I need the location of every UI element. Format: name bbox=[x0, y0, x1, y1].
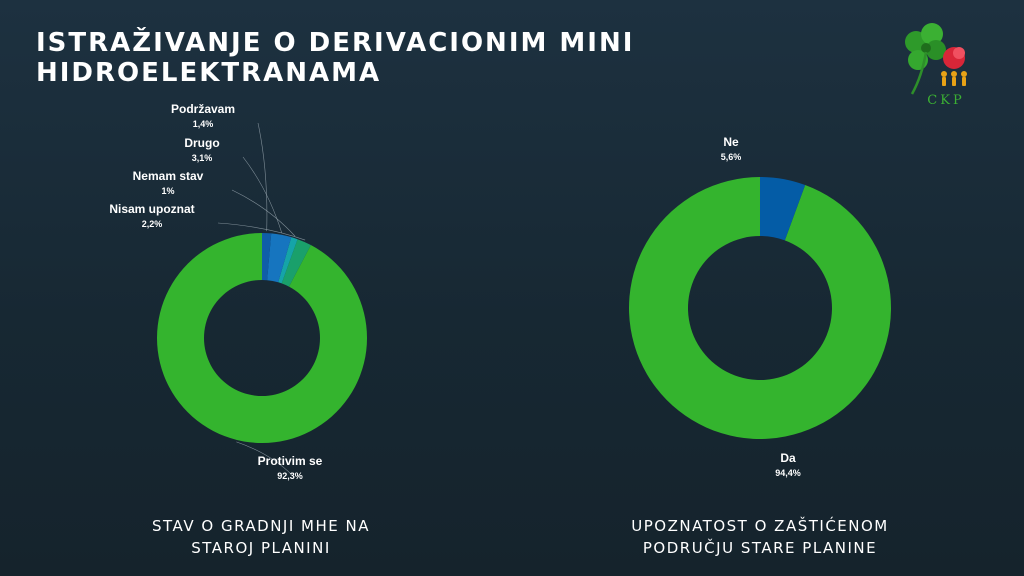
clover-logo-icon: CKP bbox=[905, 23, 967, 108]
slice-label-nisam-upoznat: Nisam upoznat bbox=[109, 202, 194, 216]
chart2-caption: UPOZNATOST O ZAŠTIĆENOM PODRUČJU STARE P… bbox=[595, 515, 925, 559]
slice-value-podrzavam: 1,4% bbox=[193, 119, 214, 129]
chart1-caption-line-1: STAV O GRADNJI MHE NA bbox=[152, 517, 370, 535]
title-line-1: ISTRAŽIVANJE O DERIVACIONIM MINI bbox=[36, 28, 635, 58]
slice-ne bbox=[760, 177, 806, 241]
slice-label-podrzavam: Podržavam bbox=[171, 102, 235, 116]
leader-line-drugo bbox=[242, 156, 283, 233]
leader-line-nisam-upoznat bbox=[217, 222, 306, 241]
slice-value-nisam-upoznat: 2,2% bbox=[142, 219, 163, 229]
slice-value-nemam-stav: 1% bbox=[161, 186, 174, 196]
chart1-caption-line-2: STAROJ PLANINI bbox=[191, 539, 331, 557]
page-title: ISTRAŽIVANJE O DERIVACIONIM MINI HIDROEL… bbox=[36, 28, 634, 88]
chart2-caption-line-1: UPOZNATOST O ZAŠTIĆENOM bbox=[631, 517, 889, 535]
slice-value-da: 94,4% bbox=[775, 468, 801, 478]
leader-line-protivim-se bbox=[236, 441, 293, 476]
logo-text: CKP bbox=[927, 93, 964, 108]
slice-podrzavam bbox=[262, 233, 272, 281]
donut-chart-2: Da 94,4% Ne 5,6% bbox=[629, 135, 892, 478]
leader-line-nemam-stav bbox=[231, 189, 296, 237]
slice-drugo bbox=[267, 233, 292, 283]
slice-label-da: Da bbox=[780, 451, 796, 465]
leader-line-podrzavam bbox=[257, 122, 268, 232]
donut-chart-1: Protivim se 92,3% Nisam upoznat 2,2% Nemam s… bbox=[109, 102, 367, 481]
chart2-caption-line-2: PODRUČJU STARE PLANINE bbox=[642, 539, 878, 557]
slice-value-protivim-se: 92,3% bbox=[277, 471, 303, 481]
slice-label-drugo: Drugo bbox=[184, 136, 219, 150]
title-line-2: HIDROELEKTRANAMA bbox=[36, 58, 382, 88]
slice-value-ne: 5,6% bbox=[721, 152, 742, 162]
slice-nemam-stav bbox=[278, 237, 298, 284]
slice-value-drugo: 3,1% bbox=[192, 153, 213, 163]
slice-label-nemam-stav: Nemam stav bbox=[133, 169, 204, 183]
slice-label-ne: Ne bbox=[723, 135, 739, 149]
slice-label-protivim-se: Protivim se bbox=[258, 454, 323, 468]
slice-da bbox=[629, 177, 892, 439]
slice-protivim-se bbox=[157, 233, 367, 443]
chart1-caption: STAV O GRADNJI MHE NA STAROJ PLANINI bbox=[96, 515, 426, 559]
slice-nisam-upoznat bbox=[281, 239, 311, 287]
